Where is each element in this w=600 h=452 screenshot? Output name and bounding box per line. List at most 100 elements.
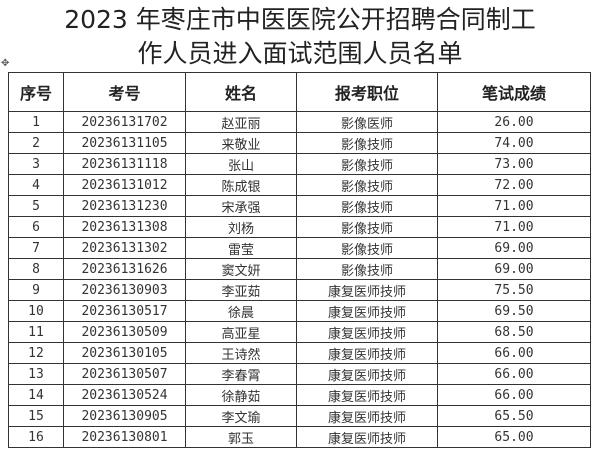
position: 康复医师技师 <box>296 342 438 364</box>
row-index: 9 <box>8 279 64 301</box>
exam-number: 20236130509 <box>63 321 186 343</box>
exam-number: 20236130105 <box>63 342 186 364</box>
table-row: 3 20236131118 张山 影像技师 73.00 <box>8 153 591 175</box>
table-row: 14 20236130524 徐静茹 康复医师技师 66.00 <box>8 384 591 406</box>
table-row: 1 20236131702 赵亚丽 影像医师 26.00 <box>8 111 591 133</box>
document-title-line-1: 2023 年枣庄市中医医院公开招聘合同制工 <box>64 5 536 34</box>
candidate-name: 李亚茹 <box>185 279 297 301</box>
written-score: 68.50 <box>437 321 591 343</box>
row-index: 16 <box>8 426 64 448</box>
exam-number: 20236131105 <box>63 132 186 154</box>
exam-number: 20236130801 <box>63 426 186 448</box>
table-row: 15 20236130905 李文瑜 康复医师技师 65.50 <box>8 405 591 427</box>
candidate-name: 刘杨 <box>185 216 297 238</box>
exam-number: 20236130507 <box>63 363 186 385</box>
exam-number: 20236130903 <box>63 279 186 301</box>
candidate-name: 李春霄 <box>185 363 297 385</box>
position: 影像技师 <box>296 195 438 217</box>
position: 康复医师技师 <box>296 321 438 343</box>
candidate-name: 王诗然 <box>185 342 297 364</box>
table-header-row: 序号 考号 姓名 报考职位 笔试成绩 <box>8 72 591 112</box>
row-index: 15 <box>8 405 64 427</box>
move-handle-icon[interactable]: ✥ <box>1 58 10 69</box>
written-score: 26.00 <box>437 111 591 133</box>
written-score: 65.50 <box>437 405 591 427</box>
row-index: 1 <box>8 111 64 133</box>
written-score: 73.00 <box>437 153 591 175</box>
exam-number: 20236131702 <box>63 111 186 133</box>
written-score: 72.00 <box>437 174 591 196</box>
written-score: 66.00 <box>437 363 591 385</box>
written-score: 71.00 <box>437 216 591 238</box>
exam-number: 20236130905 <box>63 405 186 427</box>
written-score: 74.00 <box>437 132 591 154</box>
written-score: 66.00 <box>437 342 591 364</box>
candidate-name: 陈成银 <box>185 174 297 196</box>
exam-number: 20236130517 <box>63 300 186 322</box>
table-row: 11 20236130509 高亚星 康复医师技师 68.50 <box>8 321 591 343</box>
header-exam-number: 考号 <box>63 72 186 112</box>
position: 康复医师技师 <box>296 426 438 448</box>
table-row: 8 20236131626 窦文妍 影像技师 69.00 <box>8 258 591 280</box>
row-index: 2 <box>8 132 64 154</box>
written-score: 69.50 <box>437 300 591 322</box>
position: 影像技师 <box>296 237 438 259</box>
written-score: 75.50 <box>437 279 591 301</box>
candidate-name: 来敬业 <box>185 132 297 154</box>
candidate-name: 徐静茹 <box>185 384 297 406</box>
row-index: 8 <box>8 258 64 280</box>
row-index: 11 <box>8 321 64 343</box>
exam-number: 20236130524 <box>63 384 186 406</box>
table-row: 7 20236131302 雷莹 影像技师 69.00 <box>8 237 591 259</box>
candidate-table: 序号 考号 姓名 报考职位 笔试成绩 1 20236131702 赵亚丽 影像医师 26… <box>8 72 591 448</box>
candidate-name: 李文瑜 <box>185 405 297 427</box>
candidate-name: 张山 <box>185 153 297 175</box>
row-index: 7 <box>8 237 64 259</box>
position: 影像技师 <box>296 174 438 196</box>
candidate-name: 雷莹 <box>185 237 297 259</box>
written-score: 66.00 <box>437 384 591 406</box>
row-index: 4 <box>8 174 64 196</box>
position: 影像技师 <box>296 216 438 238</box>
row-index: 14 <box>8 384 64 406</box>
row-index: 3 <box>8 153 64 175</box>
row-index: 5 <box>8 195 64 217</box>
position: 影像技师 <box>296 258 438 280</box>
position: 康复医师技师 <box>296 384 438 406</box>
table-row: 2 20236131105 来敬业 影像技师 74.00 <box>8 132 591 154</box>
table-row: 10 20236130517 徐晨 康复医师技师 69.50 <box>8 300 591 322</box>
row-index: 10 <box>8 300 64 322</box>
header-position: 报考职位 <box>296 72 438 112</box>
header-score: 笔试成绩 <box>437 72 591 112</box>
row-index: 13 <box>8 363 64 385</box>
header-name: 姓名 <box>185 72 297 112</box>
candidate-name: 高亚星 <box>185 321 297 343</box>
position: 康复医师技师 <box>296 279 438 301</box>
table-row: 9 20236130903 李亚茹 康复医师技师 75.50 <box>8 279 591 301</box>
position: 康复医师技师 <box>296 300 438 322</box>
position: 影像技师 <box>296 153 438 175</box>
candidate-name: 宋承强 <box>185 195 297 217</box>
candidate-name: 徐晨 <box>185 300 297 322</box>
written-score: 71.00 <box>437 195 591 217</box>
written-score: 65.00 <box>437 426 591 448</box>
exam-number: 20236131012 <box>63 174 186 196</box>
position: 康复医师技师 <box>296 363 438 385</box>
table-row: 5 20236131230 宋承强 影像技师 71.00 <box>8 195 591 217</box>
position: 影像医师 <box>296 111 438 133</box>
table-row: 16 20236130801 郭玉 康复医师技师 65.00 <box>8 426 591 448</box>
exam-number: 20236131308 <box>63 216 186 238</box>
exam-number: 20236131118 <box>63 153 186 175</box>
table-row: 13 20236130507 李春霄 康复医师技师 66.00 <box>8 363 591 385</box>
written-score: 69.00 <box>437 258 591 280</box>
table-row: 6 20236131308 刘杨 影像技师 71.00 <box>8 216 591 238</box>
position: 康复医师技师 <box>296 405 438 427</box>
header-index: 序号 <box>8 72 64 112</box>
table-row: 4 20236131012 陈成银 影像技师 72.00 <box>8 174 591 196</box>
row-index: 6 <box>8 216 64 238</box>
position: 影像技师 <box>296 132 438 154</box>
table-row: 12 20236130105 王诗然 康复医师技师 66.00 <box>8 342 591 364</box>
exam-number: 20236131302 <box>63 237 186 259</box>
document-title-line-2: 作人员进入面试范围人员名单 <box>137 39 463 68</box>
exam-number: 20236131230 <box>63 195 186 217</box>
